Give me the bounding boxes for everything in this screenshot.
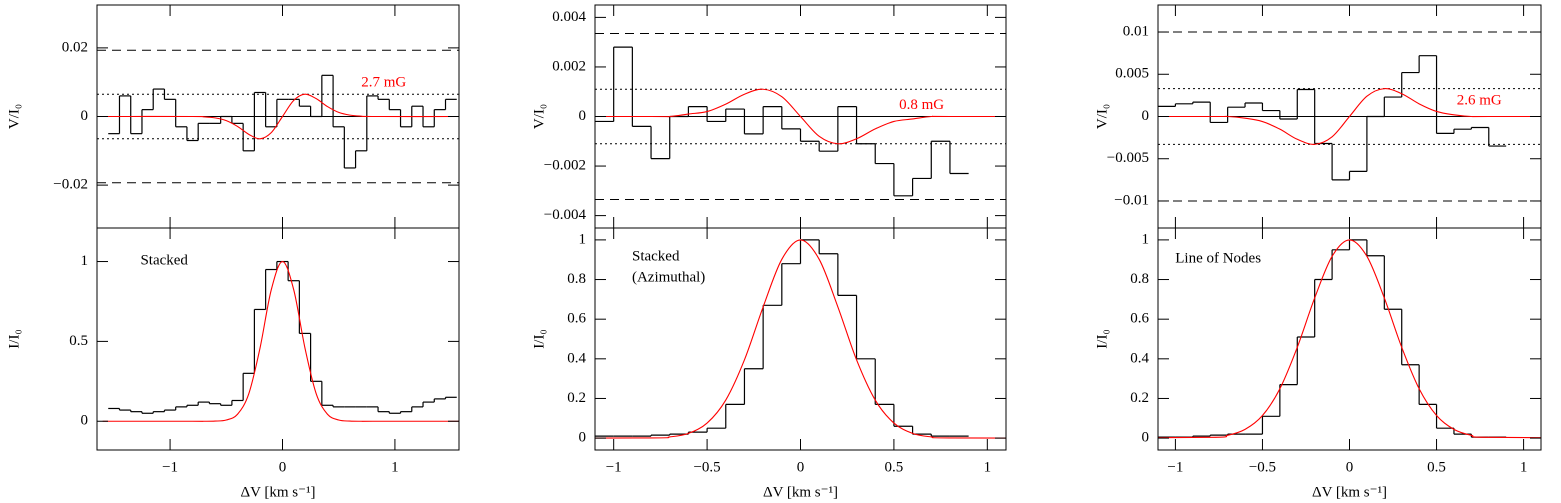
y-tick-label: 0.4 xyxy=(567,350,586,366)
plot-area xyxy=(1158,239,1541,439)
x-tick-label: −1 xyxy=(606,459,622,475)
x-axis-label: ΔV [km s⁻¹] xyxy=(240,484,315,500)
plot-area xyxy=(595,32,1006,201)
y-axis-label: V/I₀ xyxy=(6,104,22,129)
x-tick-label: 0.5 xyxy=(885,459,904,475)
x-axis-label: ΔV [km s⁻¹] xyxy=(1312,484,1387,500)
y-tick-label: 0.6 xyxy=(567,311,586,327)
y-tick-label: −0.02 xyxy=(53,177,88,193)
y-tick-label: 0.005 xyxy=(1115,66,1149,82)
x-tick-label: −0.5 xyxy=(693,459,720,475)
y-tick-label: −0.004 xyxy=(544,207,587,223)
y-axis-label: I/I₀ xyxy=(1094,329,1110,348)
x-tick-label: 0 xyxy=(279,459,287,475)
model-curve xyxy=(1158,239,1541,439)
y-tick-label: −0.01 xyxy=(1114,192,1149,208)
model-curve xyxy=(595,88,1006,145)
y-tick-label: 0.8 xyxy=(1130,271,1149,287)
annotation: 2.6 mG xyxy=(1457,92,1502,108)
y-tick-label: 0.002 xyxy=(552,58,586,74)
x-tick-label: 0 xyxy=(1346,459,1354,475)
y-tick-label: 0 xyxy=(579,430,587,446)
x-tick-label: 1 xyxy=(984,459,992,475)
x-tick-label: −0.5 xyxy=(1249,459,1276,475)
y-tick-label: 0.5 xyxy=(69,333,88,349)
y-tick-label: 0.02 xyxy=(62,39,88,55)
x-tick-label: 1 xyxy=(1520,459,1528,475)
x-tick-label: −1 xyxy=(162,459,178,475)
annotation: 2.7 mG xyxy=(361,74,406,90)
y-tick-label: 1 xyxy=(579,231,587,247)
annotation: Stacked xyxy=(140,253,188,269)
y-tick-label: 0 xyxy=(81,108,89,124)
model-curve xyxy=(595,239,1006,439)
model-curve xyxy=(1158,88,1541,145)
x-tick-label: 0.5 xyxy=(1427,459,1446,475)
y-axis-label: V/I₀ xyxy=(531,104,547,129)
annotation: (Azimuthal) xyxy=(632,269,705,285)
y-axis-label: I/I₀ xyxy=(531,329,547,348)
plot-area xyxy=(595,239,1006,439)
x-tick-label: 0 xyxy=(797,459,805,475)
y-tick-label: 0.2 xyxy=(1130,390,1149,406)
annotation: 0.8 mG xyxy=(899,97,944,113)
y-tick-label: −0.005 xyxy=(1107,150,1149,166)
y-tick-label: 1 xyxy=(81,253,89,269)
y-tick-label: 0 xyxy=(1142,108,1150,124)
model-curve xyxy=(102,260,459,422)
x-axis-label: ΔV [km s⁻¹] xyxy=(763,484,838,500)
y-tick-label: 0.01 xyxy=(1123,23,1149,39)
model-curve xyxy=(102,93,459,140)
y-axis-label: I/I₀ xyxy=(6,329,22,348)
y-tick-label: 0.004 xyxy=(552,9,586,25)
y-tick-label: 0.4 xyxy=(1130,350,1149,366)
x-tick-label: 1 xyxy=(391,459,399,475)
y-axis-label: V/I₀ xyxy=(1094,104,1110,129)
y-tick-label: 0 xyxy=(1142,430,1150,446)
y-tick-label: 0.6 xyxy=(1130,311,1149,327)
y-tick-label: 0.2 xyxy=(567,390,586,406)
x-tick-label: −1 xyxy=(1167,459,1183,475)
y-tick-label: −0.002 xyxy=(544,157,586,173)
plot-area xyxy=(97,49,459,184)
plot-area xyxy=(102,260,459,422)
y-tick-label: 0 xyxy=(579,108,587,124)
y-tick-label: 1 xyxy=(1142,231,1150,247)
y-tick-label: 0.8 xyxy=(567,271,586,287)
frame xyxy=(96,227,460,451)
annotation: Stacked xyxy=(632,248,680,264)
annotation: Line of Nodes xyxy=(1175,251,1261,267)
plot-area xyxy=(1158,31,1541,202)
y-tick-label: 0 xyxy=(81,413,89,429)
